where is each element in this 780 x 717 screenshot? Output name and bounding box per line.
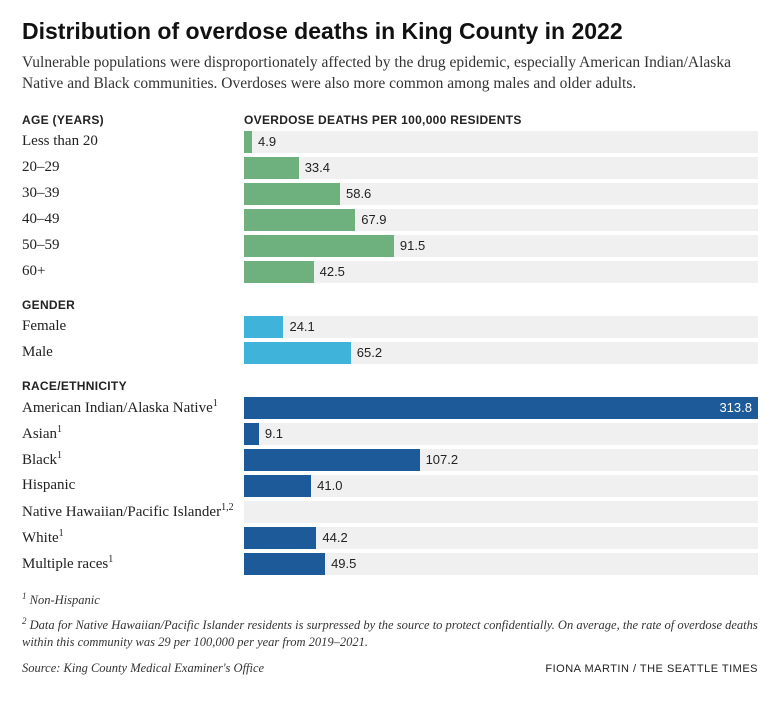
bar [244, 553, 325, 575]
chart-row: 50–59 91.5 [22, 234, 758, 258]
row-label-sup: 1 [57, 424, 62, 435]
bar-value-label: 42.5 [320, 264, 345, 279]
row-label: 60+ [22, 263, 244, 280]
bar-value-label: 49.5 [331, 556, 356, 571]
bar-track: 44.2 [244, 527, 758, 549]
value-axis-header: OVERDOSE DEATHS PER 100,000 RESIDENTS [244, 113, 522, 127]
footnotes: 1 Non-Hispanic 2 Data for Native Hawaiian… [22, 590, 758, 651]
section-header: GENDER [22, 298, 758, 312]
bar-track: 313.8 [244, 397, 758, 419]
bar-value-label: 91.5 [400, 238, 425, 253]
row-label: Hispanic [22, 477, 244, 494]
chart-row: 20–29 33.4 [22, 156, 758, 180]
row-label: Male [22, 344, 244, 361]
section-header: RACE/ETHNICITY [22, 379, 758, 393]
bar [244, 235, 394, 257]
row-label: Less than 20 [22, 133, 244, 150]
bar-track: 42.5 [244, 261, 758, 283]
bar-track: 58.6 [244, 183, 758, 205]
bar-value-label: 44.2 [322, 530, 347, 545]
bar-value-label: 67.9 [361, 212, 386, 227]
chart-row: Multiple races1 49.5 [22, 552, 758, 576]
section-header: AGE (YEARS)OVERDOSE DEATHS PER 100,000 R… [22, 113, 758, 127]
chart-row: Asian1 9.1 [22, 422, 758, 446]
bar [244, 209, 355, 231]
bar-track: 91.5 [244, 235, 758, 257]
row-label: 40–49 [22, 211, 244, 228]
row-label-sup: 1 [213, 398, 218, 409]
row-label: American Indian/Alaska Native1 [22, 398, 244, 417]
chart-row: Native Hawaiian/Pacific Islander1,2 [22, 500, 758, 524]
row-label-sup: 1 [57, 450, 62, 461]
bar-track: 24.1 [244, 316, 758, 338]
bar [244, 527, 316, 549]
chart-row: Less than 20 4.9 [22, 130, 758, 154]
bar-track [244, 501, 758, 523]
bar-value-label: 65.2 [357, 345, 382, 360]
bar-track: 41.0 [244, 475, 758, 497]
bar-value-label: 33.4 [305, 160, 330, 175]
chart-body: AGE (YEARS)OVERDOSE DEATHS PER 100,000 R… [22, 113, 758, 576]
bar [244, 397, 758, 419]
row-label: Multiple races1 [22, 554, 244, 573]
row-label: White1 [22, 528, 244, 547]
footnote: 2 Data for Native Hawaiian/Pacific Islan… [22, 615, 758, 651]
chart-row: Black1 107.2 [22, 448, 758, 472]
row-label: 30–39 [22, 185, 244, 202]
chart-row: Male 65.2 [22, 341, 758, 365]
bar [244, 157, 299, 179]
bar [244, 183, 340, 205]
bar-value-label: 9.1 [265, 426, 283, 441]
chart-row: White1 44.2 [22, 526, 758, 550]
chart-row: Hispanic 41.0 [22, 474, 758, 498]
chart-row: American Indian/Alaska Native1 313.8 [22, 396, 758, 420]
row-label: Black1 [22, 450, 244, 469]
section-header-label: GENDER [22, 298, 244, 312]
bar-track: 67.9 [244, 209, 758, 231]
bar-value-label: 313.8 [719, 400, 752, 415]
bar [244, 475, 311, 497]
row-label: 20–29 [22, 159, 244, 176]
bar [244, 449, 420, 471]
footnote-sup: 1 [22, 591, 27, 601]
bar-track: 33.4 [244, 157, 758, 179]
bar [244, 261, 314, 283]
bar [244, 423, 259, 445]
section-header-label: RACE/ETHNICITY [22, 379, 244, 393]
chart-row: 40–49 67.9 [22, 208, 758, 232]
bar-track: 107.2 [244, 449, 758, 471]
chart-row: 60+ 42.5 [22, 260, 758, 284]
source-line: Source: King County Medical Examiner's O… [22, 661, 264, 676]
bar-track: 65.2 [244, 342, 758, 364]
row-label: 50–59 [22, 237, 244, 254]
chart-row: 30–39 58.6 [22, 182, 758, 206]
chart-row: Female 24.1 [22, 315, 758, 339]
section-header-label: AGE (YEARS) [22, 113, 244, 127]
row-label: Asian1 [22, 424, 244, 443]
bar-value-label: 24.1 [289, 319, 314, 334]
bar-value-label: 4.9 [258, 134, 276, 149]
chart-title: Distribution of overdose deaths in King … [22, 18, 758, 45]
bar-value-label: 58.6 [346, 186, 371, 201]
credit-line: FIONA MARTIN / THE SEATTLE TIMES [545, 663, 758, 675]
bar-value-label: 41.0 [317, 478, 342, 493]
row-label: Female [22, 318, 244, 335]
footnote-sup: 2 [22, 616, 27, 626]
bar-track: 4.9 [244, 131, 758, 153]
bar-value-label: 107.2 [426, 452, 459, 467]
bar-track: 9.1 [244, 423, 758, 445]
section-race: RACE/ETHNICITY American Indian/Alaska Nat… [22, 379, 758, 576]
bar [244, 316, 283, 338]
section-gender: GENDER Female 24.1 Male 65.2 [22, 298, 758, 365]
footnote: 1 Non-Hispanic [22, 590, 758, 609]
bar [244, 342, 351, 364]
chart-subtitle: Vulnerable populations were disproportio… [22, 53, 758, 95]
bar-track: 49.5 [244, 553, 758, 575]
row-label-sup: 1 [59, 528, 64, 539]
row-label-sup: 1,2 [221, 502, 234, 513]
bar [244, 131, 252, 153]
row-label-sup: 1 [108, 554, 113, 565]
section-age: AGE (YEARS)OVERDOSE DEATHS PER 100,000 R… [22, 113, 758, 284]
row-label: Native Hawaiian/Pacific Islander1,2 [22, 502, 244, 521]
